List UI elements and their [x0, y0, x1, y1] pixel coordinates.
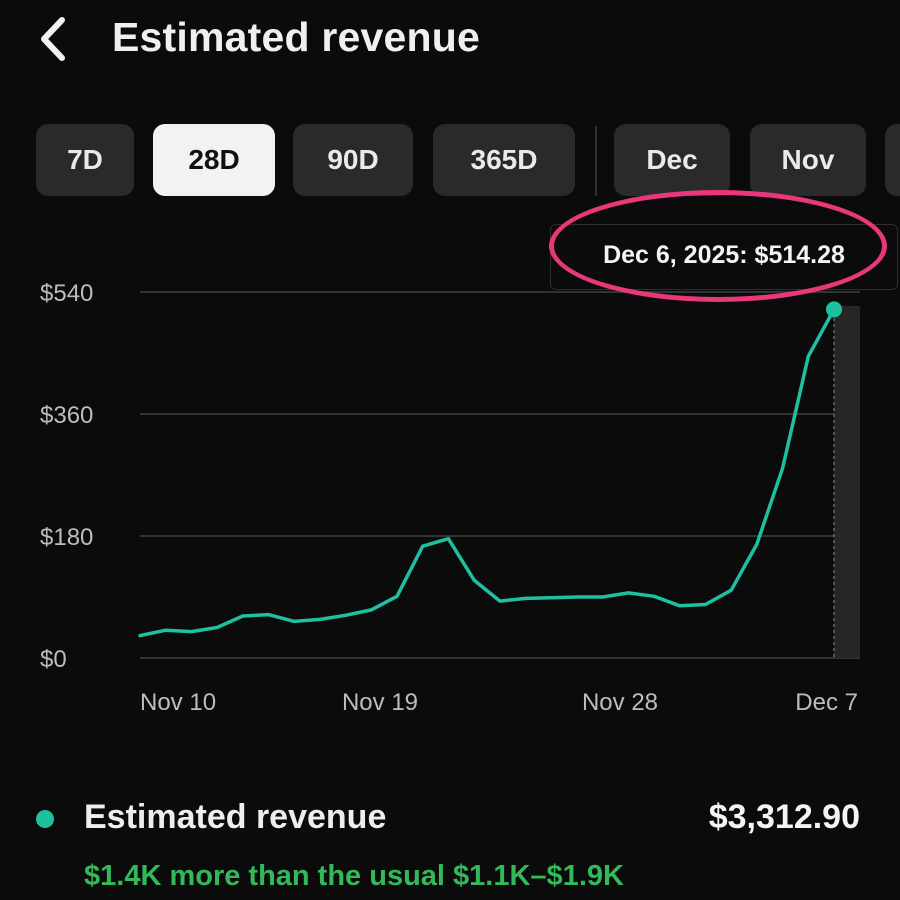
- chart-svg: $0 $180 $360 $540 Nov 10 Nov 19 Nov 28 Dec 7: [40, 280, 860, 716]
- revenue-chart: $0 $180 $360 $540 Nov 10 Nov 19 Nov 28 Dec 7 D…: [0, 190, 900, 730]
- x-tick-label: Nov 28: [582, 689, 658, 716]
- legend-note: $1.4K more than the usual $1.1K–$1.9K: [84, 860, 624, 892]
- legend-total: $3,312.90: [708, 798, 860, 836]
- tab-28d[interactable]: 28D: [153, 124, 275, 196]
- tab-365d[interactable]: 365D: [433, 124, 575, 196]
- tooltip: Dec 6, 2025: $514.28: [550, 224, 898, 290]
- chevron-left-icon: [41, 17, 65, 61]
- header: Estimated revenue: [0, 0, 900, 80]
- tab-7d[interactable]: 7D: [36, 124, 134, 196]
- tab-90d[interactable]: 90D: [293, 124, 413, 196]
- hover-band: [834, 306, 860, 658]
- y-tick-label: $180: [40, 524, 93, 551]
- y-tick-label: $0: [40, 646, 67, 673]
- legend-label: Estimated revenue: [84, 798, 387, 836]
- y-tick-label: $360: [40, 402, 93, 429]
- x-tick-label: Nov 19: [342, 689, 418, 716]
- x-tick-label: Dec 7: [795, 689, 858, 716]
- y-tick-label: $540: [40, 280, 93, 307]
- legend: Estimated revenue $3,312.90 $1.4K more t…: [0, 790, 900, 900]
- legend-dot: [36, 810, 54, 828]
- tab-oct-partial[interactable]: [885, 124, 900, 196]
- tab-nov[interactable]: Nov: [750, 124, 866, 196]
- series-line: [138, 307, 836, 638]
- tab-divider: [595, 126, 597, 196]
- range-tabs: 7D 28D 90D 365D Dec Nov: [0, 124, 900, 198]
- tab-dec[interactable]: Dec: [614, 124, 730, 196]
- back-button[interactable]: [34, 14, 78, 64]
- page-title: Estimated revenue: [112, 14, 480, 60]
- x-tick-label: Nov 10: [140, 689, 216, 716]
- tooltip-text: Dec 6, 2025: $514.28: [603, 241, 845, 269]
- highlight-point[interactable]: [826, 301, 842, 318]
